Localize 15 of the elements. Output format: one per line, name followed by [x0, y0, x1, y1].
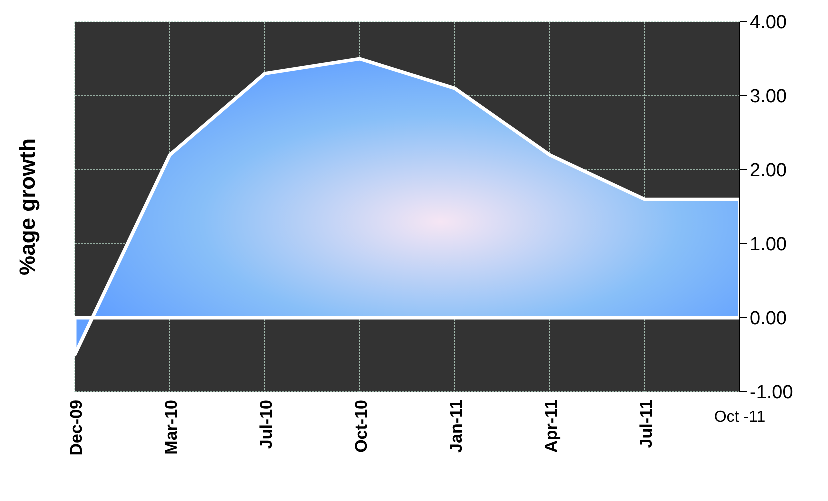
- x-tick-label: Mar-10: [162, 400, 181, 455]
- x-tick-label: Jan-11: [447, 400, 466, 453]
- x-tick-label: Jul-10: [257, 400, 276, 450]
- y-tick-label: 2.00: [750, 160, 787, 182]
- x-tick-label: Jul-11: [637, 400, 656, 448]
- x-tick-label: Oct -11: [714, 409, 766, 426]
- x-tick-label: Oct-10: [352, 400, 371, 453]
- y-tick-label: 0.00: [750, 308, 787, 330]
- y-tick-label: -1.00: [750, 382, 794, 404]
- x-tick-label: Dec-09: [67, 400, 86, 456]
- x-tick-label: Apr-11: [542, 400, 561, 453]
- y-axis-title: %age growth: [15, 138, 40, 276]
- y-tick-label: 4.00: [750, 12, 787, 34]
- y-tick-label: 1.00: [750, 234, 787, 256]
- y-tick-label: 3.00: [750, 86, 787, 108]
